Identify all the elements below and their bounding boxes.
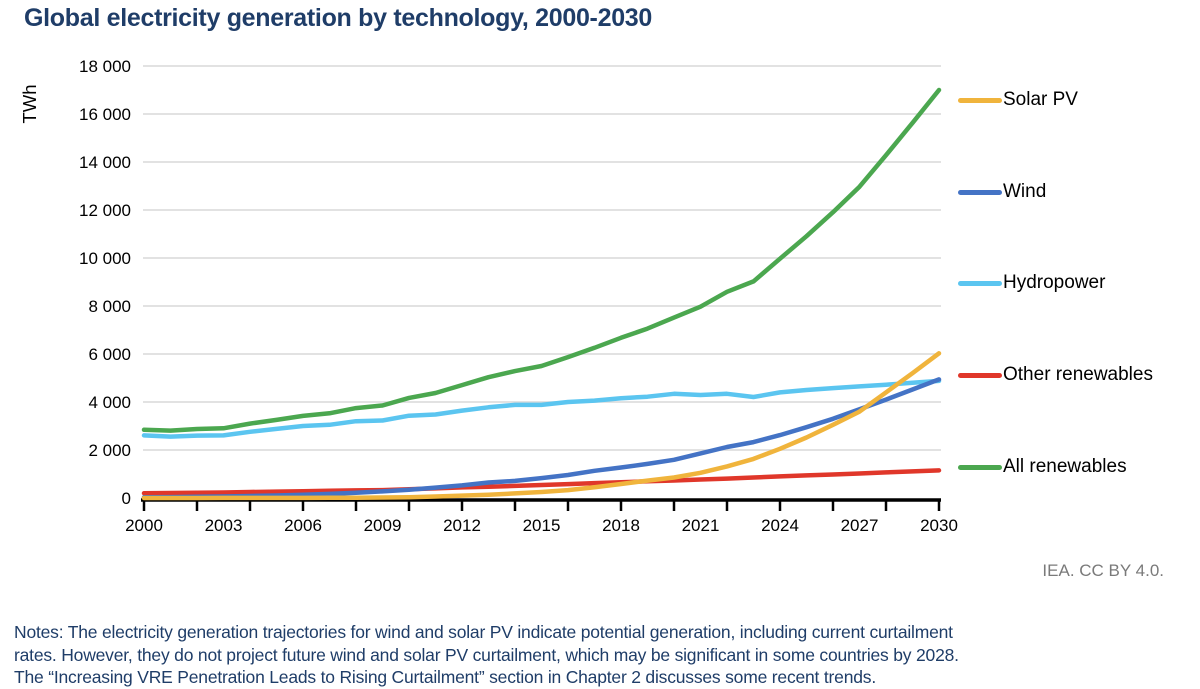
y-tick-label: 10 000 (79, 249, 131, 268)
y-tick-label: 2 000 (88, 441, 131, 460)
legend-line-swatch (958, 464, 1002, 470)
x-tick-label: 2003 (205, 516, 243, 535)
x-tick-label: 2024 (761, 516, 799, 535)
x-tick-label: 2012 (443, 516, 481, 535)
x-tick-label: 2030 (920, 516, 958, 535)
x-tick-label: 2009 (364, 516, 402, 535)
x-tick-label: 2018 (602, 516, 640, 535)
x-tick-label: 2021 (682, 516, 720, 535)
series-line-solar-pv (141, 351, 942, 501)
legend-line-swatch (958, 189, 1002, 195)
legend-line-swatch (958, 280, 1002, 286)
line-chart-canvas: 0 2 000 4 000 6 000 8 000 10 000 12 000 14 000 1… (19, 57, 958, 535)
notes-line-2: rates. However, they do not project futu… (14, 644, 959, 665)
legend-item-all-renewables: All renewables (958, 454, 1127, 480)
series-line-other-renewables (141, 468, 942, 496)
y-tick-label: 6 000 (88, 345, 131, 364)
legend-label: Solar PV (1003, 89, 1078, 110)
y-tick-label: 4 000 (88, 393, 131, 412)
y-tick-label: 16 000 (79, 105, 131, 124)
legend-line-swatch (958, 372, 1002, 378)
x-tick-label: 2000 (125, 516, 163, 535)
legend-item-solar-pv: Solar PV (958, 87, 1078, 113)
legend-line-swatch (958, 97, 1002, 103)
y-tick-label: 8 000 (88, 297, 131, 316)
y-tick-label: 14 000 (79, 153, 131, 172)
series-line-all-renewables (141, 87, 942, 433)
legend-item-other-renewables: Other renewables (958, 362, 1153, 388)
x-tick-label: 2015 (523, 516, 561, 535)
y-axis-unit-label: TWh (19, 84, 40, 123)
legend-label: Hydropower (1003, 272, 1106, 293)
series-line-wind (141, 377, 942, 500)
notes-line-1: Notes: The electricity generation trajec… (14, 622, 953, 642)
notes-line-3: The “Increasing VRE Penetration Leads to… (14, 667, 876, 687)
x-tick-label: 2027 (841, 516, 879, 535)
legend-label: Wind (1003, 181, 1047, 202)
source-credit: IEA. CC BY 4.0. (1042, 561, 1164, 580)
y-tick-label: 0 (122, 489, 131, 508)
series-line-hydropower (141, 378, 942, 439)
y-tick-label: 12 000 (79, 201, 131, 220)
x-tick-label: 2006 (284, 516, 322, 535)
legend-label: Other renewables (1003, 364, 1153, 385)
legend-item-wind: Wind (958, 179, 1046, 205)
legend-item-hydropower: Hydropower (958, 270, 1105, 296)
y-tick-label: 18 000 (79, 57, 131, 76)
chart-notes: Notes: The electricity generation trajec… (14, 621, 1192, 689)
legend-label: All renewables (1003, 456, 1127, 477)
chart-title: Global electricity generation by technol… (24, 4, 653, 32)
